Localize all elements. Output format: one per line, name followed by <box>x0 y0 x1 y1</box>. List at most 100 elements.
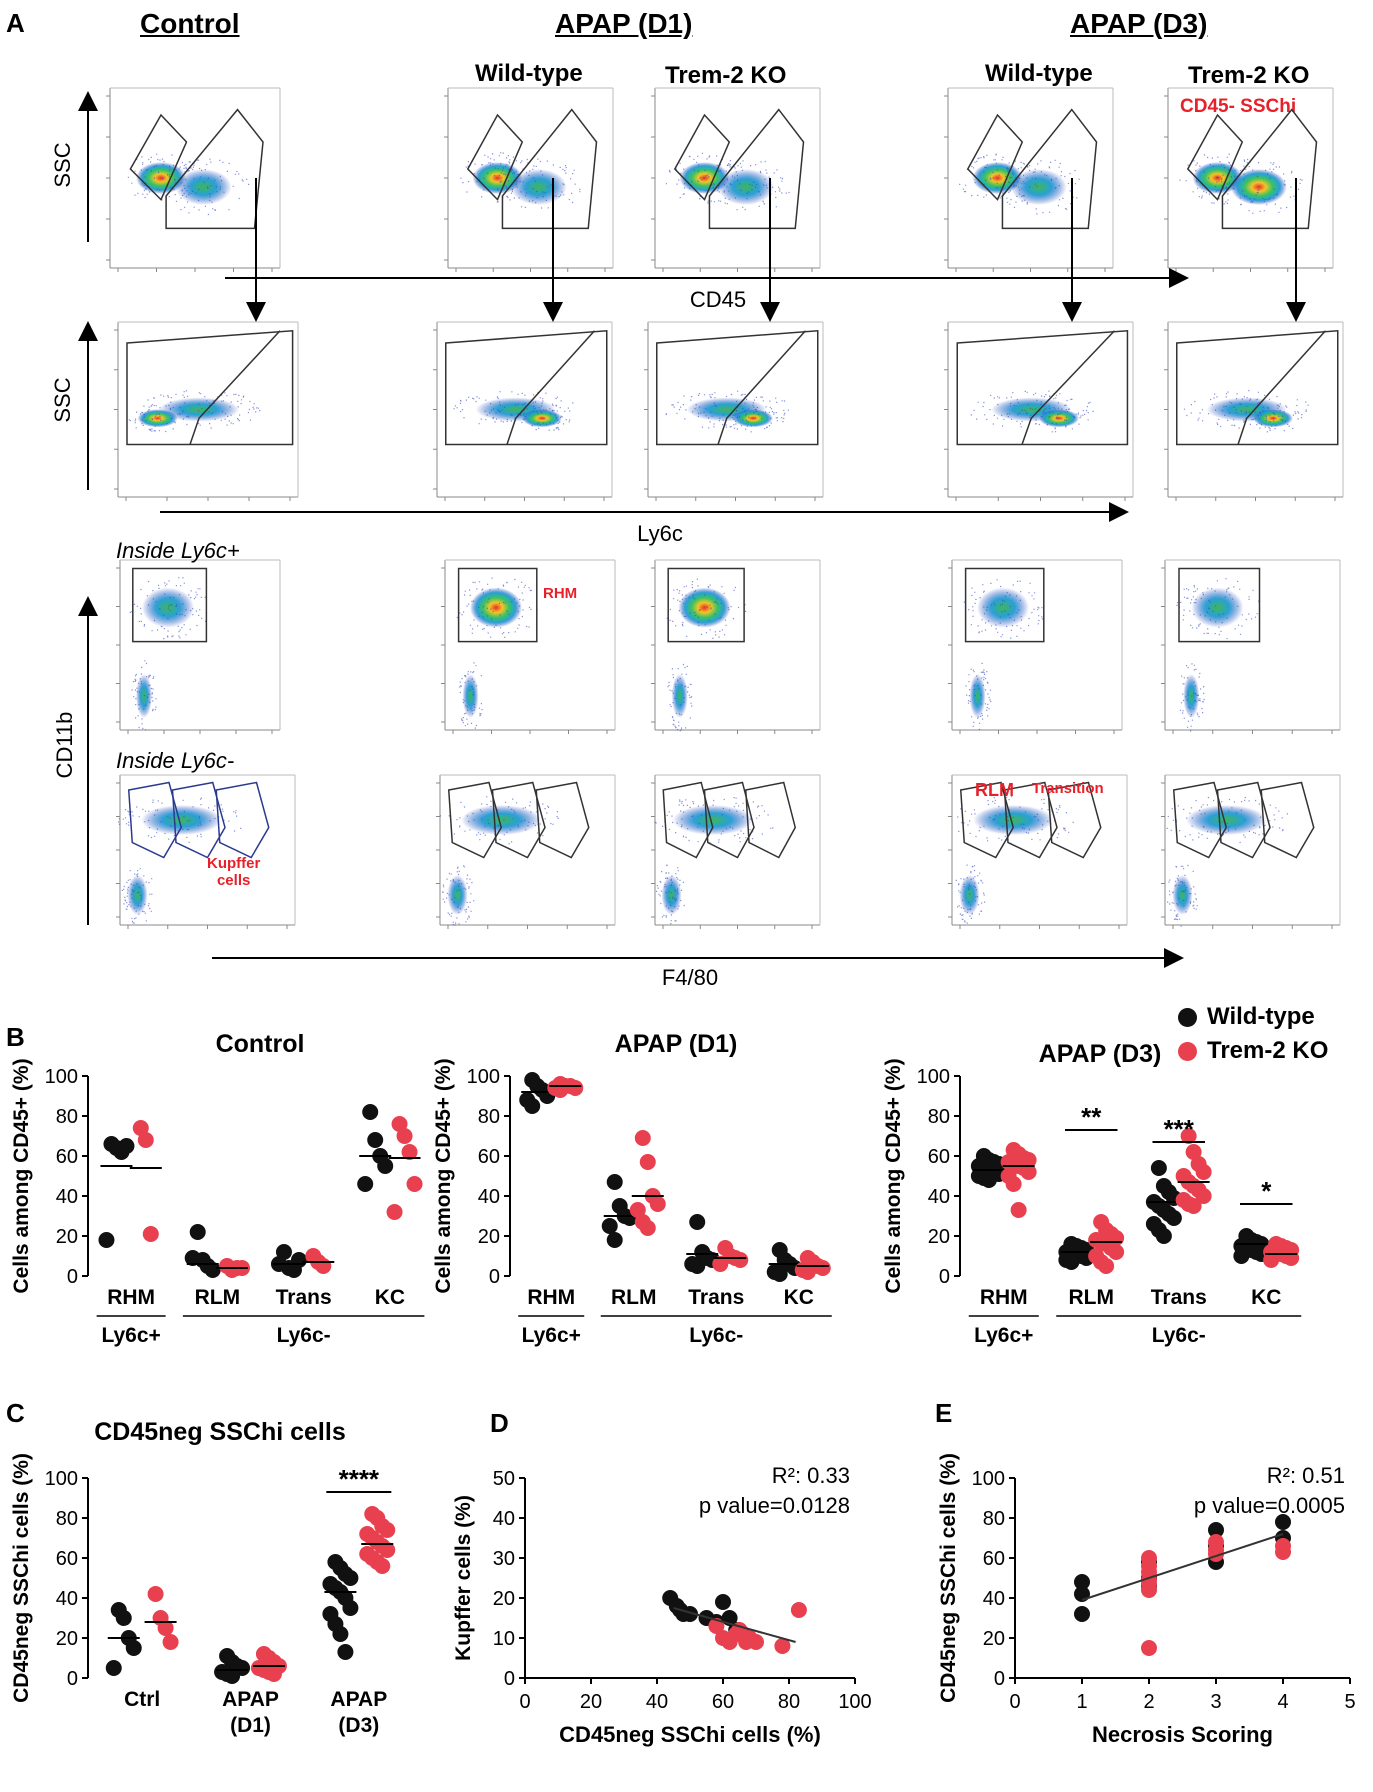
data-point-wild-type <box>1275 1514 1291 1530</box>
y-tick-label: 60 <box>928 1146 950 1168</box>
data-point-wild-type <box>606 1174 623 1190</box>
density-cloud <box>522 409 562 428</box>
panel-e-letter: E <box>935 1398 953 1428</box>
flow-plot-row3-d3-wt <box>948 559 1123 734</box>
data-point-trem2-ko <box>774 1638 791 1654</box>
density-cloud <box>977 587 1029 628</box>
legend-item-wild-type: Wild-type <box>1178 1000 1328 1034</box>
y-tick-label: 80 <box>983 1508 1005 1530</box>
gate-rhm <box>457 567 538 643</box>
y-tick-label: 40 <box>493 1508 515 1530</box>
y-tick-label: 100 <box>467 1066 500 1088</box>
y-tick-label: 100 <box>45 1468 78 1490</box>
flow-plot-row2-d1-ko <box>644 321 824 501</box>
flow-plot-row4-d1-ko <box>651 774 821 929</box>
panel-d-letter: D <box>490 1408 509 1438</box>
category-label: Ctrl <box>124 1688 160 1711</box>
cd11b-axis-label: CD11b <box>52 712 77 779</box>
density-cloud <box>1191 587 1244 628</box>
data-point-wild-type <box>1063 1254 1080 1270</box>
gate-f480-0 <box>959 781 1015 859</box>
data-point-trem2-ko <box>748 1634 764 1650</box>
gate-ly6c-split <box>717 330 807 445</box>
data-point-trem2-ko <box>1195 1164 1212 1180</box>
group-label: Ly6c- <box>277 1324 331 1347</box>
gate-ssc-total <box>445 329 608 446</box>
y-axis-label: Cells among CD45+ (%) <box>882 1058 905 1293</box>
data-point-trem2-ko <box>1185 1144 1202 1160</box>
y-axis-label: Cells among CD45+ (%) <box>432 1058 455 1293</box>
data-point-trem2-ko <box>1195 1188 1212 1204</box>
x-tick-label: 100 <box>838 1691 871 1713</box>
data-point-wild-type <box>189 1224 206 1240</box>
y-tick-label: 60 <box>56 1548 78 1570</box>
chart-C: 0 20 40 60 80 100 CD45neg SSChi cells CD45neg S… <box>10 1418 396 1737</box>
event-dots <box>666 578 747 639</box>
data-point-trem2-ko <box>1108 1244 1125 1260</box>
density-cloud <box>461 805 542 835</box>
event-dots <box>131 660 157 731</box>
density-cloud <box>137 409 178 428</box>
flow-plot-row3-control <box>116 559 281 734</box>
chart-E: 0 20 40 60 80 100 0 1 2 3 4 5 Necrosis Scoring CD45ne… <box>937 1453 1356 1747</box>
regression-line <box>673 1607 796 1643</box>
data-point-wild-type <box>524 1098 541 1114</box>
x-tick-label: 5 <box>1344 1691 1355 1713</box>
data-point-trem2-ko <box>1185 1198 1202 1214</box>
density-cloud <box>1039 409 1079 428</box>
data-point-trem2-ko <box>379 1522 396 1538</box>
cd45-sschi-label: CD45- SSChi <box>1180 96 1297 117</box>
event-dots <box>963 579 1044 639</box>
data-point-trem2-ko <box>567 1080 584 1096</box>
flow-plot-row1-control <box>106 87 281 272</box>
data-point-wild-type <box>342 1600 359 1616</box>
event-dots <box>707 160 790 211</box>
data-point-trem2-ko <box>790 1602 807 1618</box>
data-point-trem2-ko <box>391 1116 408 1132</box>
y-tick-label: 100 <box>972 1468 1005 1490</box>
density-cloud <box>671 674 688 718</box>
y-axis-label: Cells among CD45+ (%) <box>10 1058 33 1293</box>
data-point-wild-type <box>275 1244 292 1260</box>
x-tick-label: 0 <box>1009 1691 1020 1713</box>
data-point-wild-type <box>357 1176 374 1192</box>
y-tick-label: 50 <box>493 1468 515 1490</box>
gate-f480-1 <box>491 781 546 859</box>
flow-plot-row2-d3-ko <box>1164 321 1344 501</box>
data-point-trem2-ko <box>162 1634 179 1650</box>
subtitle-d3-wild-type: Wild-type <box>985 60 1093 87</box>
y-tick-label: 20 <box>928 1226 950 1248</box>
data-point-wild-type <box>1208 1522 1224 1538</box>
kupffer-label-line1: Kupffer <box>207 855 261 872</box>
category-label: APAP <box>330 1688 387 1711</box>
data-point-trem2-ko <box>639 1154 656 1170</box>
gate-f480-0 <box>447 781 503 859</box>
data-point-wild-type <box>115 1610 132 1626</box>
data-point-wild-type <box>224 1668 241 1684</box>
gate-rhm <box>667 567 745 643</box>
ssc-axis-label-row1: SSC <box>50 142 75 187</box>
gate-f480-0 <box>127 781 183 859</box>
y-tick-label: 10 <box>493 1628 515 1650</box>
panel-c-letter: C <box>6 1398 25 1428</box>
group-label: Ly6c- <box>1152 1324 1206 1347</box>
flow-plot-row4-d1-wt <box>436 774 616 929</box>
regression-line <box>1081 1533 1284 1601</box>
x-tick-label: 60 <box>712 1691 734 1713</box>
event-dots <box>129 577 207 640</box>
x-axis-label: Necrosis Scoring <box>1092 1722 1273 1747</box>
event-dots <box>456 577 538 638</box>
gate-f480-1 <box>703 781 755 859</box>
density-cloud <box>159 397 239 422</box>
column-title-control: Control <box>140 8 240 39</box>
data-point-wild-type <box>1150 1160 1167 1176</box>
data-point-trem2-ko <box>1263 1252 1280 1268</box>
data-point-wild-type <box>606 1232 623 1248</box>
stat-annotation: p value=0.0005 <box>1194 1493 1345 1518</box>
data-point-wild-type <box>342 1570 359 1586</box>
event-dots <box>1167 864 1198 927</box>
event-dots <box>965 662 992 731</box>
data-point-wild-type <box>332 1626 349 1642</box>
group-label: Ly6c+ <box>974 1324 1033 1347</box>
